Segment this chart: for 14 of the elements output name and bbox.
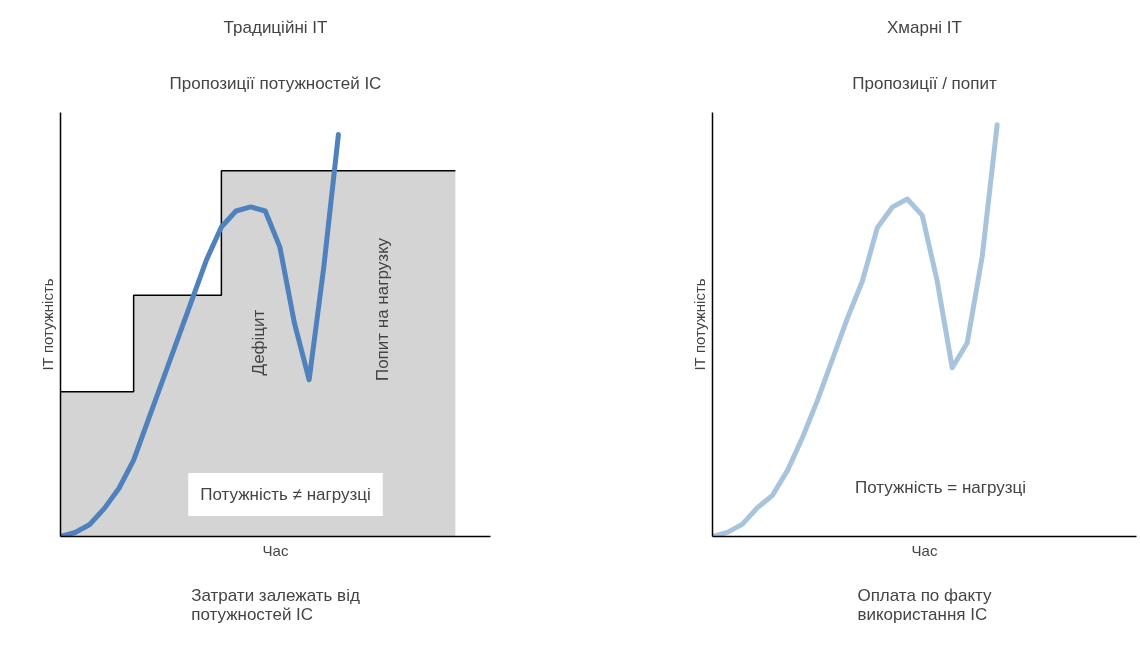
text: Пропозиції потужностей ІС — [169, 73, 382, 93]
y-axis-title: ІТ потужність — [690, 278, 708, 371]
annotation: Потужність ≠ нагрузці — [200, 485, 371, 504]
x-axis-title: Час — [911, 541, 938, 559]
text: Пропозиції / попит — [852, 73, 997, 93]
text: Оплата по факту використання ІС — [857, 586, 993, 624]
annotation: Попит на нагрузку — [373, 237, 392, 382]
annotation: Дефіцит — [249, 309, 268, 376]
chart-title: Хмарні ІТ — [887, 17, 962, 37]
x-axis-title: Час — [262, 541, 289, 559]
y-axis-title: ІТ потужність — [38, 278, 56, 371]
annotation: Потужність = нагрузці — [854, 478, 1027, 497]
chart-title: Традиційні ІТ — [223, 17, 328, 37]
text: Затрати залежать від потужностей ІС — [191, 586, 360, 624]
